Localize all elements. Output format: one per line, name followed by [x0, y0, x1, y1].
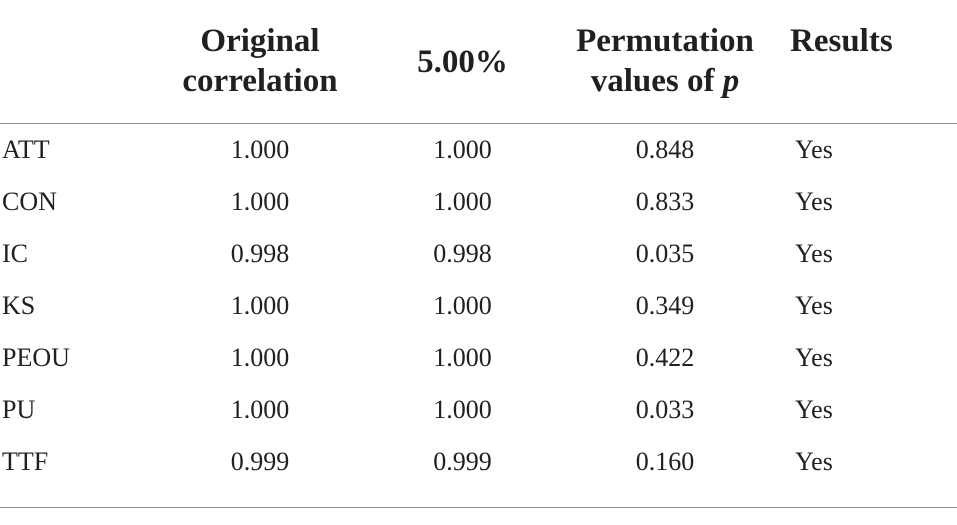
permutation-p-value: 0.033 — [635, 395, 695, 424]
result-value: Yes — [795, 343, 833, 372]
five-percent-value: 0.998 — [433, 239, 492, 268]
header-original-correlation: Original correlation — [182, 23, 338, 99]
table-row: PEOU 1.000 1.000 0.422 Yes — [0, 332, 957, 384]
original-correlation-value: 1.000 — [230, 135, 290, 164]
row-label: CON — [2, 187, 57, 216]
original-correlation-value: 1.000 — [230, 187, 290, 216]
five-percent-value: 1.000 — [433, 187, 492, 216]
header-five-percent: 5.00% — [417, 44, 508, 80]
five-percent-value: 1.000 — [433, 291, 492, 320]
header-divider — [0, 123, 957, 124]
table-row: ATT 1.000 1.000 0.848 Yes — [0, 124, 957, 176]
row-label: PU — [2, 395, 36, 424]
five-percent-value: 0.999 — [433, 447, 492, 476]
permutation-p-value: 0.422 — [635, 343, 695, 372]
original-correlation-value: 0.998 — [230, 239, 290, 268]
row-label: TTF — [2, 447, 49, 476]
table-header: Original correlation 5.00% Permutation v… — [0, 0, 957, 123]
result-value: Yes — [795, 239, 833, 268]
header-permutation-values: Permutation values of p — [576, 23, 754, 99]
table-row: TTF 0.999 0.999 0.160 Yes — [0, 436, 957, 488]
five-percent-value: 1.000 — [433, 395, 492, 424]
row-label: KS — [2, 291, 36, 320]
result-value: Yes — [795, 291, 833, 320]
permutation-p-value: 0.160 — [635, 447, 695, 476]
row-label: PEOU — [2, 343, 70, 372]
result-value: Yes — [795, 395, 833, 424]
permutation-p-value: 0.035 — [635, 239, 695, 268]
permutation-p-value: 0.833 — [635, 187, 695, 216]
original-correlation-value: 1.000 — [230, 395, 290, 424]
permutation-p-value: 0.349 — [635, 291, 695, 320]
row-label: IC — [2, 239, 28, 268]
five-percent-value: 1.000 — [433, 343, 492, 372]
permutation-p-value: 0.848 — [635, 135, 695, 164]
table-row: IC 0.998 0.998 0.035 Yes — [0, 228, 957, 280]
header-results: Results — [790, 23, 893, 59]
table-row: CON 1.000 1.000 0.833 Yes — [0, 176, 957, 228]
row-label: ATT — [2, 135, 50, 164]
table-row: PU 1.000 1.000 0.033 Yes — [0, 384, 957, 436]
original-correlation-value: 1.000 — [230, 291, 290, 320]
result-value: Yes — [795, 135, 833, 164]
original-correlation-value: 0.999 — [230, 447, 290, 476]
result-value: Yes — [795, 187, 833, 216]
original-correlation-value: 1.000 — [230, 343, 290, 372]
five-percent-value: 1.000 — [433, 135, 492, 164]
table-row: KS 1.000 1.000 0.349 Yes — [0, 280, 957, 332]
table-bottom-rule — [0, 507, 957, 508]
result-value: Yes — [795, 447, 833, 476]
